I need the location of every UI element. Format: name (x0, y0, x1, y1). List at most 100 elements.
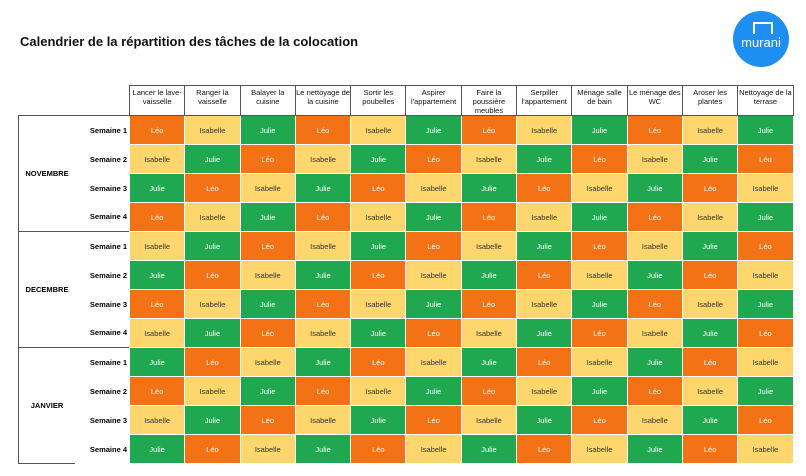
week-row: DECEMBRE Semaine 1 Isabelle Julie Léo Isabell… (18, 231, 794, 348)
assignment-cell: Julie (460, 173, 518, 203)
assignment-cell: Isabelle (184, 289, 241, 319)
assignment-cell: Isabelle (350, 289, 407, 319)
assignment-cell: Isabelle (405, 347, 462, 377)
week-row: Semaine 2 Julie Léo Isabelle Julie Léo Isabell… (19, 260, 794, 290)
assignment-cell: Léo (571, 318, 628, 348)
assignment-cell: Julie (239, 289, 296, 319)
assignment-cell: Julie (184, 231, 241, 261)
title: Calendrier de la répartition des tâches … (20, 34, 359, 49)
assignment-cell: Léo (737, 405, 794, 435)
assignment-cell: Isabelle (681, 376, 739, 406)
week-row: Semaine 2 Léo Isabelle Julie Léo Isabelle Juli… (19, 376, 794, 406)
assignment-cell: Isabelle (571, 434, 628, 464)
assignment-cell: Isabelle (626, 318, 683, 348)
week-row: Semaine 3 Léo Isabelle Julie Léo Isabelle Juli… (19, 289, 794, 319)
week-label: Semaine 1 (75, 115, 130, 145)
assignment-cell: Julie (350, 318, 407, 348)
assignment-cell: Julie (294, 434, 352, 464)
assignment-cell: Isabelle (405, 434, 462, 464)
assignment-cell: Isabelle (350, 115, 407, 145)
assignment-cell: Isabelle (516, 115, 573, 145)
assignment-cell: Julie (405, 289, 462, 319)
column-header: Lancer le lave-vaisselle (128, 85, 186, 116)
assignment-cell: Léo (571, 405, 628, 435)
assignment-cell: Léo (128, 376, 186, 406)
assignment-cell: Léo (184, 434, 241, 464)
assignment-cell: Julie (737, 289, 794, 319)
month-label: DECEMBRE (18, 231, 75, 348)
assignment-cell: Julie (239, 202, 296, 232)
assignment-cell: Isabelle (128, 318, 186, 348)
assignment-cell: Julie (516, 405, 573, 435)
assignment-cell: Julie (184, 405, 241, 435)
assignment-cell: Isabelle (626, 405, 683, 435)
assignment-cell: Léo (626, 202, 683, 232)
assignment-cell: Léo (294, 289, 352, 319)
assignment-cell: Léo (350, 434, 407, 464)
assignment-cell: Léo (460, 289, 518, 319)
assignment-cell: Léo (350, 260, 407, 290)
assignment-cell: Isabelle (239, 173, 296, 203)
assignment-cell: Léo (239, 231, 296, 261)
assignment-cell: Léo (405, 405, 462, 435)
week-label: Semaine 2 (89, 386, 127, 396)
assignment-cell: Léo (405, 318, 462, 348)
week-label: Semaine 3 (89, 415, 127, 425)
week-label: Semaine 3 (89, 299, 127, 309)
assignment-cell: Léo (516, 260, 573, 290)
assignment-cell: Julie (516, 318, 573, 348)
assignment-cell: Julie (239, 115, 296, 145)
column-header: Le ménage des WC (626, 85, 683, 116)
assignment-cell: Isabelle (294, 405, 352, 435)
assignment-cell: Julie (184, 318, 241, 348)
assignment-cell: Julie (350, 144, 407, 174)
assignment-cell: Isabelle (516, 289, 573, 319)
assignment-cell: Léo (516, 173, 573, 203)
column-header: Nettoyage de la terrase (737, 85, 794, 116)
month-label: JANVIER (18, 347, 75, 464)
assignment-cell: Julie (681, 144, 739, 174)
assignment-cell: Léo (184, 260, 241, 290)
assignment-cell: Léo (681, 434, 739, 464)
assignment-cell: Léo (128, 289, 186, 319)
assignment-cell: Julie (571, 202, 628, 232)
assignment-cell: Julie (128, 173, 186, 203)
assignment-cell: Léo (737, 144, 794, 174)
column-header: Le nettoyage de la cuisine (294, 85, 352, 116)
week-label: Semaine 4 (89, 212, 127, 222)
assignment-cell: Julie (239, 376, 296, 406)
assignment-cell: Isabelle (294, 318, 352, 348)
assignment-cell: Julie (516, 231, 573, 261)
assignment-cell: Julie (571, 115, 628, 145)
assignment-cell: Léo (294, 115, 352, 145)
week-label: Semaine 4 (89, 444, 127, 454)
assignment-cell: Léo (128, 115, 186, 145)
week-label: Semaine 2 (89, 154, 127, 164)
assignment-cell: Isabelle (184, 376, 241, 406)
assignment-cell: Isabelle (350, 376, 407, 406)
assignment-cell: Julie (626, 260, 683, 290)
assignment-cell: Julie (571, 289, 628, 319)
week-row: Semaine 3 Julie Léo Isabelle Julie Léo Isabell… (19, 173, 794, 203)
week-label: Semaine 4 (89, 328, 127, 338)
assignment-cell: Isabelle (460, 318, 518, 348)
column-header: Aspirer l'appartement (405, 85, 462, 116)
assignment-cell: Isabelle (128, 231, 186, 261)
assignment-cell: Isabelle (626, 231, 683, 261)
assignment-cell: Léo (516, 347, 573, 377)
assignment-cell: Julie (626, 173, 683, 203)
assignment-cell: Léo (737, 231, 794, 261)
assignment-cell: Julie (184, 144, 241, 174)
assignment-cell: Julie (294, 173, 352, 203)
logo[interactable]: murani (733, 11, 789, 67)
assignment-cell: Julie (681, 318, 739, 348)
assignment-cell: Léo (681, 347, 739, 377)
assignment-cell: Julie (128, 434, 186, 464)
assignment-cell: Isabelle (184, 202, 241, 232)
column-header: Sortir les poubelles (350, 85, 407, 116)
assignment-cell: Léo (626, 115, 683, 145)
column-header: Ménage salle de bain (571, 85, 628, 116)
assignment-cell: Julie (737, 202, 794, 232)
assignment-cell: Isabelle (737, 173, 794, 203)
assignment-cell: Julie (737, 115, 794, 145)
